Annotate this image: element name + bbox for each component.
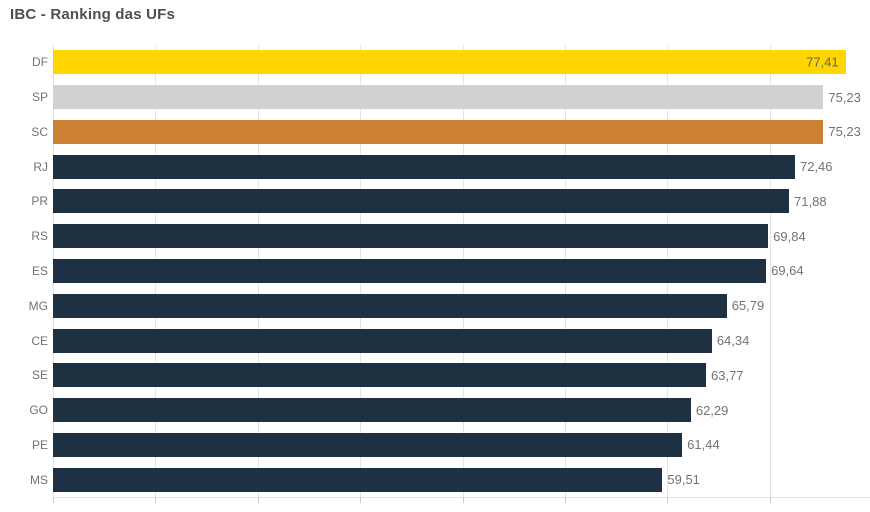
bar-row-se: SE 63,77 xyxy=(0,358,870,393)
bar-row-rs: RS 69,84 xyxy=(0,219,870,254)
category-label-pr: PR xyxy=(31,194,48,209)
bar-zone: 59,51 xyxy=(53,462,870,497)
bar-row-pr: PR 71,88 xyxy=(0,184,870,219)
value-label-ce: 64,34 xyxy=(716,333,750,348)
axis-tick-20 xyxy=(257,497,259,503)
value-label-sp: 75,23 xyxy=(828,89,861,105)
bar-zone: 63,77 xyxy=(53,358,870,393)
bar-ce[interactable] xyxy=(53,328,712,353)
bar-row-es: ES 69,64 xyxy=(0,254,870,289)
bar-row-rj: RJ 72,46 xyxy=(0,149,870,184)
category-label-se: SE xyxy=(31,368,48,383)
value-label-se: 63,77 xyxy=(711,367,744,383)
value-label-go: 62,29 xyxy=(695,402,729,418)
axis-tick-50 xyxy=(565,497,566,503)
axis-tick-60 xyxy=(667,497,669,503)
bar-zone: 65,79 xyxy=(53,288,870,323)
bar-zone: 75,23 xyxy=(53,80,870,115)
category-label-go: GO xyxy=(29,403,48,418)
bar-go[interactable] xyxy=(53,398,691,423)
bar-row-pe: PE 61,44 xyxy=(0,427,870,462)
axis-tick-70 xyxy=(769,497,771,503)
category-label-ce: CE xyxy=(31,333,48,348)
gridline-70 xyxy=(769,45,771,497)
value-label-es: 69,64 xyxy=(771,263,804,279)
bar-zone: 69,84 xyxy=(53,219,870,254)
category-label-sc: SC xyxy=(31,124,48,139)
bar-zone: 61,44 xyxy=(53,427,870,462)
bar-rj[interactable] xyxy=(53,154,795,179)
bar-df[interactable]: 77,41 xyxy=(53,50,846,75)
axis-tick-40 xyxy=(462,497,464,503)
bar-ms[interactable] xyxy=(53,467,663,492)
bar-sc[interactable] xyxy=(53,119,824,144)
bar-es[interactable] xyxy=(53,258,767,283)
value-label-df: 77,41 xyxy=(806,54,839,70)
axis-tick-30 xyxy=(360,497,362,503)
value-label-mg: 65,79 xyxy=(731,298,765,314)
bar-row-df: DF 77,41 xyxy=(0,45,870,80)
axis-tick-10 xyxy=(155,497,157,503)
category-label-sp: SP xyxy=(31,90,48,105)
category-label-ms: MS xyxy=(30,472,48,487)
bar-row-ms: MS 59,51 xyxy=(0,462,870,497)
bar-row-ce: CE 64,34 xyxy=(0,323,870,358)
bar-rs[interactable] xyxy=(53,224,769,249)
bar-row-go: GO 62,29 xyxy=(0,393,870,428)
bar-pr[interactable] xyxy=(53,189,790,214)
bar-zone: 64,34 xyxy=(53,323,870,358)
bar-zone: 77,41 xyxy=(53,45,870,80)
bar-se[interactable] xyxy=(53,363,706,388)
category-label-df: DF xyxy=(32,55,48,70)
value-label-pr: 71,88 xyxy=(794,193,827,209)
bar-zone: 62,29 xyxy=(53,393,870,428)
value-label-rs: 69,84 xyxy=(773,228,806,244)
bar-row-mg: MG 65,79 xyxy=(0,288,870,323)
value-label-rj: 72,46 xyxy=(799,159,833,175)
category-label-pe: PE xyxy=(31,437,48,452)
bar-zone: 69,64 xyxy=(53,254,870,289)
bar-zone: 75,23 xyxy=(53,115,870,150)
bar-mg[interactable] xyxy=(53,293,727,318)
bar-sp[interactable] xyxy=(53,85,824,110)
category-label-rj: RJ xyxy=(33,159,48,174)
value-label-sc: 75,23 xyxy=(828,124,861,140)
bar-zone: 72,46 xyxy=(53,149,870,184)
chart-title: IBC - Ranking das UFs xyxy=(10,6,176,23)
plot-area: DF 77,41 SP 75,23 SC 75,23 RJ 72,46 PR 71,88 RS 69,… xyxy=(0,45,870,503)
bars-layer: DF 77,41 SP 75,23 SC 75,23 RJ 72,46 PR 71,88 RS 69,… xyxy=(0,45,870,497)
bar-row-sp: SP 75,23 xyxy=(0,80,870,115)
axis-tick-0 xyxy=(53,497,54,503)
category-label-rs: RS xyxy=(31,229,48,244)
bar-zone: 71,88 xyxy=(53,184,870,219)
value-label-ms: 59,51 xyxy=(667,472,700,488)
value-label-pe: 61,44 xyxy=(687,437,720,453)
category-label-es: ES xyxy=(31,263,48,278)
bar-pe[interactable] xyxy=(53,432,683,457)
bar-row-sc: SC 75,23 xyxy=(0,115,870,150)
category-label-mg: MG xyxy=(28,298,48,313)
